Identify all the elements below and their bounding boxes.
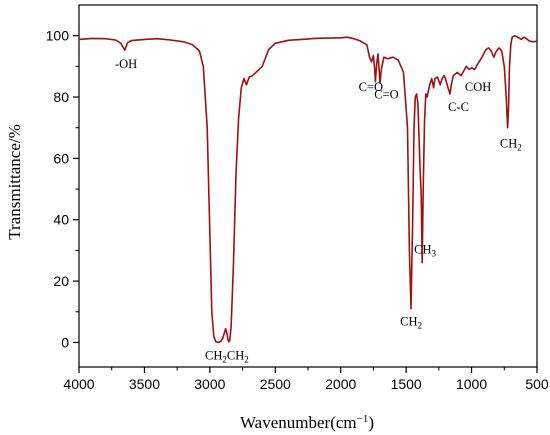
x-tick-label-3000: 3000: [194, 376, 225, 392]
annotation-oh: -OH: [115, 57, 137, 71]
x-axis: 4000 3500 3000 2500 2000 1500 1000 500: [63, 367, 549, 392]
annotation-ch3: CH3: [414, 242, 436, 258]
x-tick-label-500: 500: [525, 376, 549, 392]
x-tick-label-4000: 4000: [63, 376, 94, 392]
x-tick-label-1500: 1500: [391, 376, 422, 392]
x-tick-label-2500: 2500: [260, 376, 291, 392]
spectrum-line-0: [78, 34, 538, 344]
y-axis: 0 20 40 60 80 100: [46, 28, 79, 350]
annotation-cc: C-C: [448, 100, 469, 114]
x-tick-label-1000: 1000: [456, 376, 487, 392]
series-layer: [78, 34, 538, 344]
x-tick-label-3500: 3500: [129, 376, 160, 392]
plot-frame: [78, 4, 538, 368]
y-tick-label-100: 100: [46, 28, 70, 44]
y-tick-label-40: 40: [53, 212, 69, 228]
annotation-coh: COH: [465, 80, 491, 94]
annotation-ch2r: CH2: [500, 137, 522, 153]
y-axis-title: Transmittance/%: [5, 124, 24, 240]
y-tick-label-80: 80: [53, 89, 69, 105]
annotation-ch2d: CH2CH2: [205, 348, 249, 364]
y-tick-label-60: 60: [53, 150, 69, 166]
x-axis-title: Wavenumber(cm−1): [240, 413, 374, 432]
annotation-co2: C=O: [374, 88, 398, 102]
annotation-co1: C=O: [359, 80, 383, 94]
y-tick-label-20: 20: [53, 273, 69, 289]
annotation-ch2m: CH2: [400, 315, 422, 331]
x-tick-label-2000: 2000: [325, 376, 356, 392]
plot-border: [78, 4, 538, 368]
y-tick-label-0: 0: [61, 334, 69, 350]
